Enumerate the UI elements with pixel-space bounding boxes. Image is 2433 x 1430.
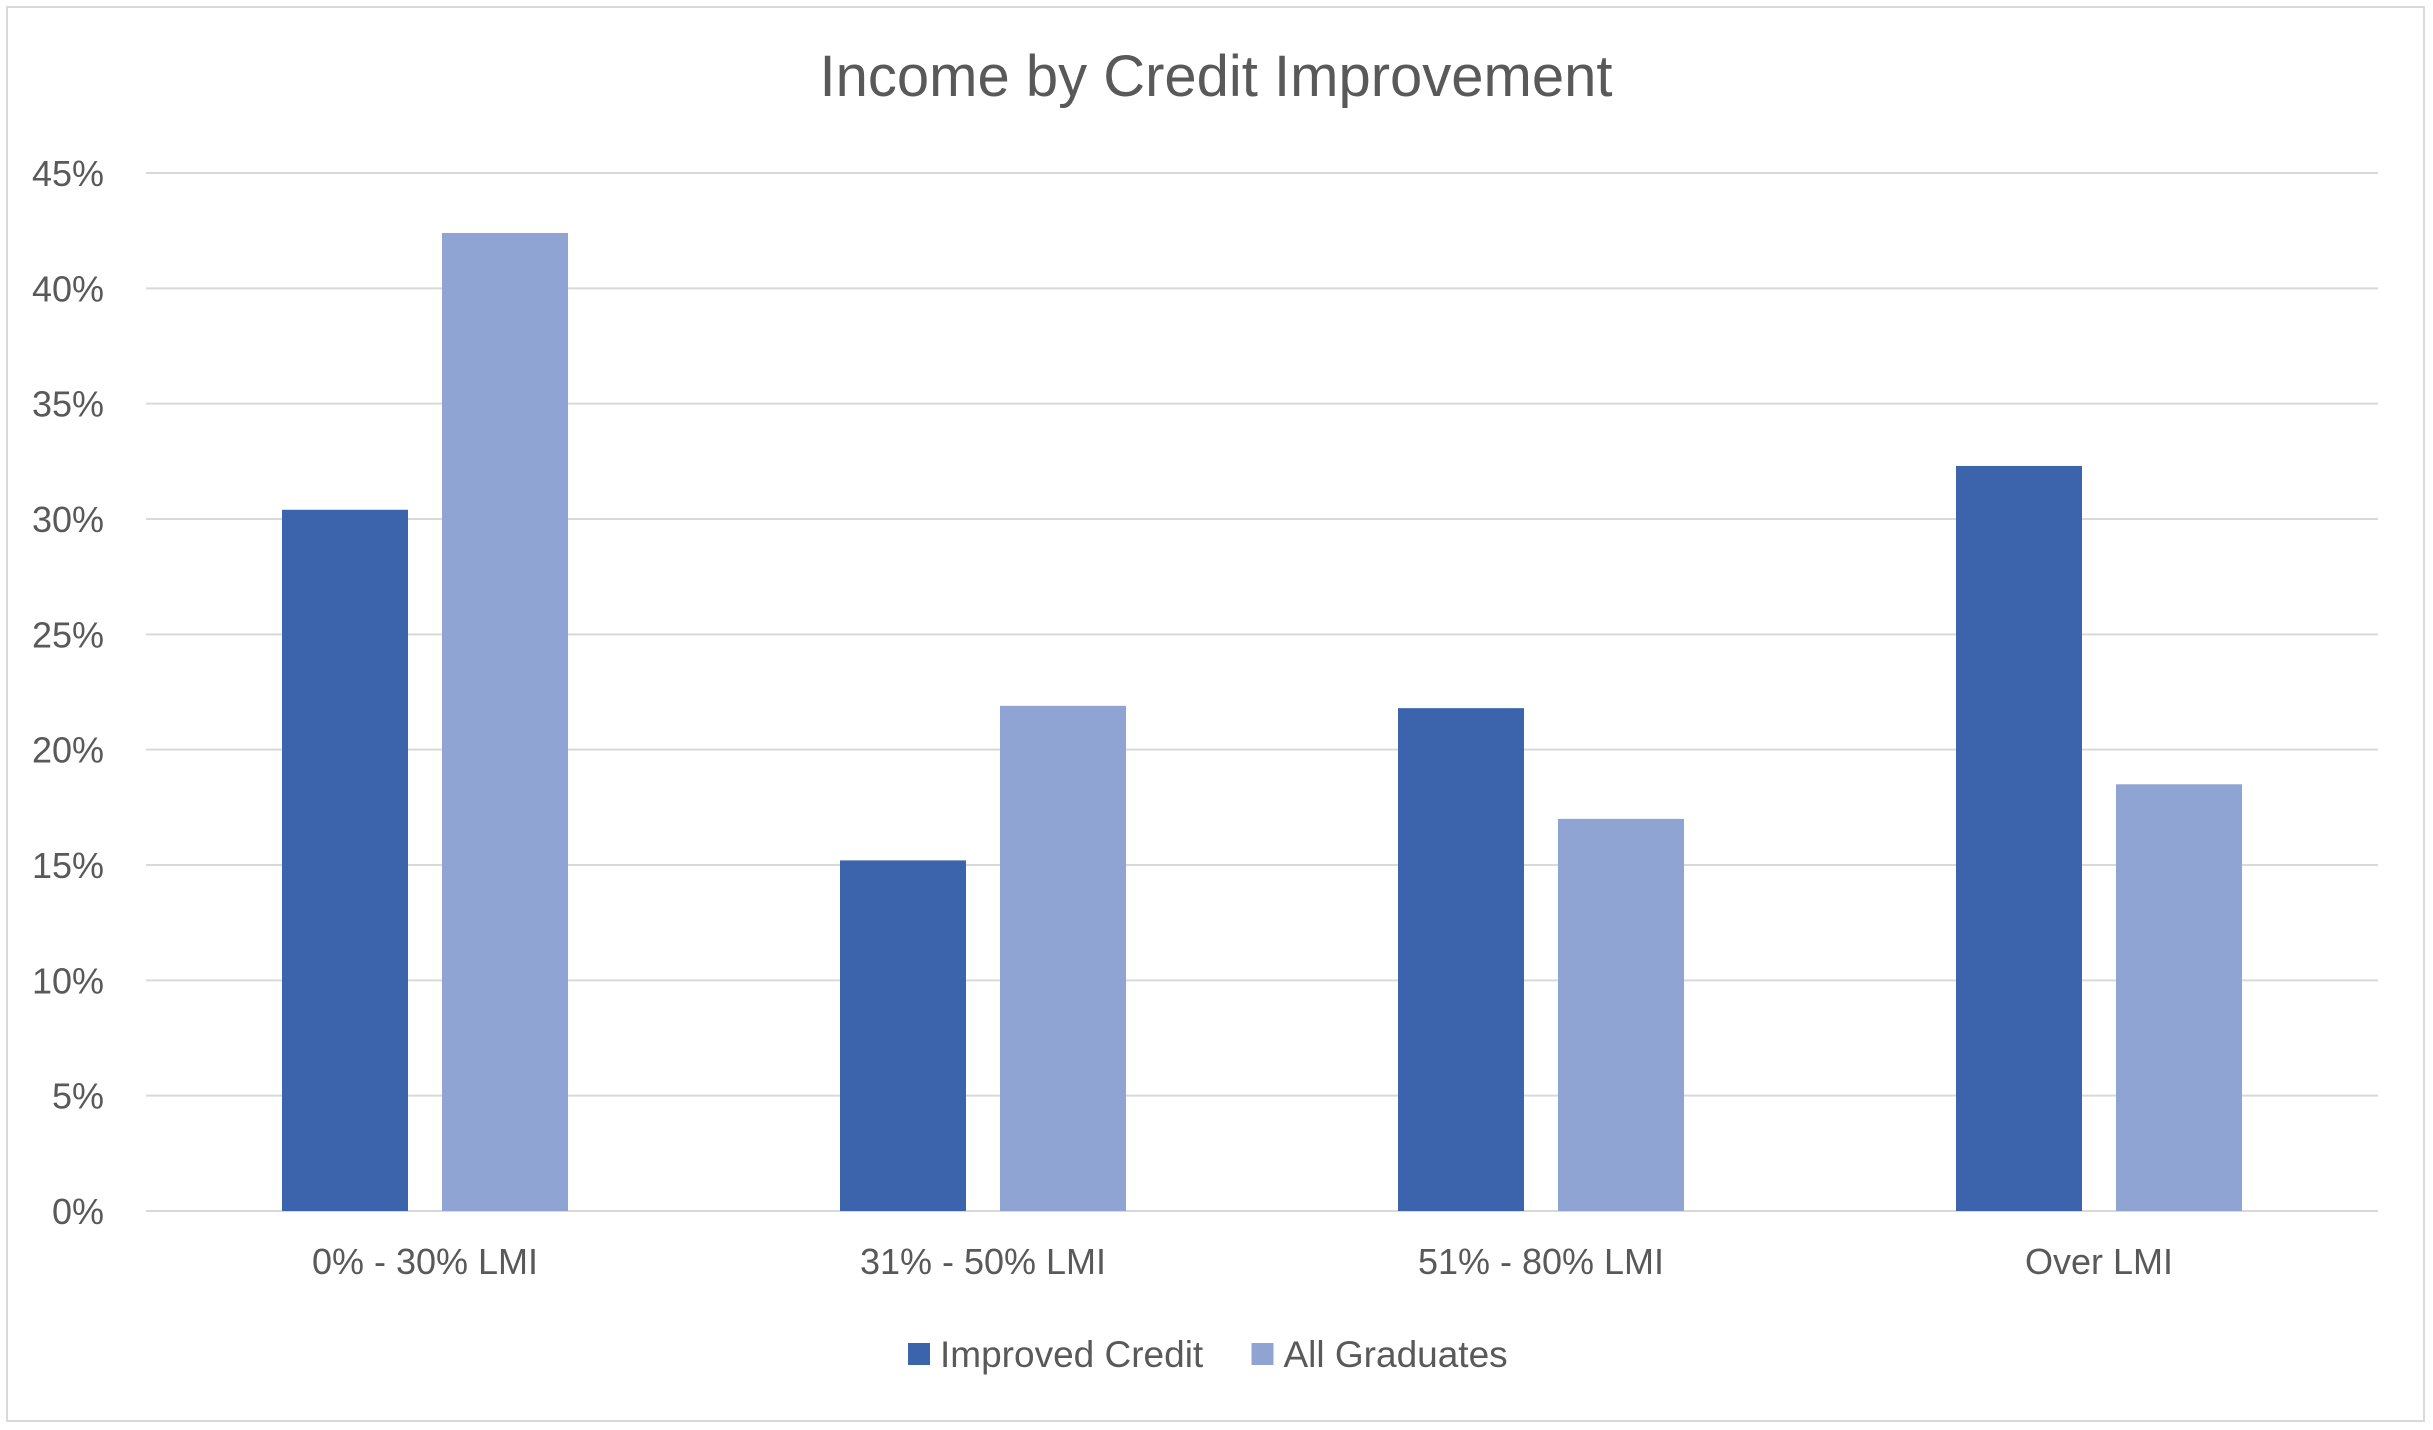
y-tick-label: 35% <box>32 384 104 425</box>
y-tick-label: 5% <box>52 1076 104 1117</box>
x-axis-tick-labels: 0% - 30% LMI 31% - 50% LMI 51% - 80% LMI Ov… <box>312 1241 2173 1282</box>
legend-swatch <box>908 1343 930 1365</box>
legend-swatch <box>1251 1343 1274 1365</box>
y-tick-label: 20% <box>32 730 104 771</box>
y-tick-label: 45% <box>32 153 104 194</box>
y-tick-label: 0% <box>52 1191 104 1232</box>
y-tick-label: 40% <box>32 268 104 309</box>
y-tick-label: 15% <box>32 845 104 886</box>
legend-label: Improved Credit <box>940 1334 1204 1375</box>
x-tick-label: Over LMI <box>2025 1241 2173 1282</box>
bar-improved-credit <box>1956 465 2082 1211</box>
bars <box>282 232 2242 1212</box>
y-tick-label: 30% <box>32 499 104 540</box>
y-tick-label: 25% <box>32 614 104 655</box>
x-tick-label: 31% - 50% LMI <box>860 1241 1106 1282</box>
bar-all-graduates <box>442 232 568 1211</box>
bar-all-graduates <box>2116 784 2242 1211</box>
bar-all-graduates <box>1000 705 1126 1211</box>
bar-improved-credit <box>282 509 408 1212</box>
y-axis-tick-labels: 0% 5% 10% 15% 20% 25% 30% 35% 40% 45% <box>32 153 104 1232</box>
bar-improved-credit <box>840 860 966 1211</box>
x-tick-label: 0% - 30% LMI <box>312 1241 538 1282</box>
y-tick-label: 10% <box>32 960 104 1001</box>
chart-title: Income by Credit Improvement <box>820 44 1613 109</box>
x-tick-label: 51% - 80% LMI <box>1418 1241 1664 1282</box>
legend: Improved Credit All Graduates <box>908 1334 1508 1375</box>
bar-improved-credit <box>1398 708 1524 1211</box>
bar-all-graduates <box>1558 818 1684 1211</box>
legend-label: All Graduates <box>1284 1334 1508 1375</box>
